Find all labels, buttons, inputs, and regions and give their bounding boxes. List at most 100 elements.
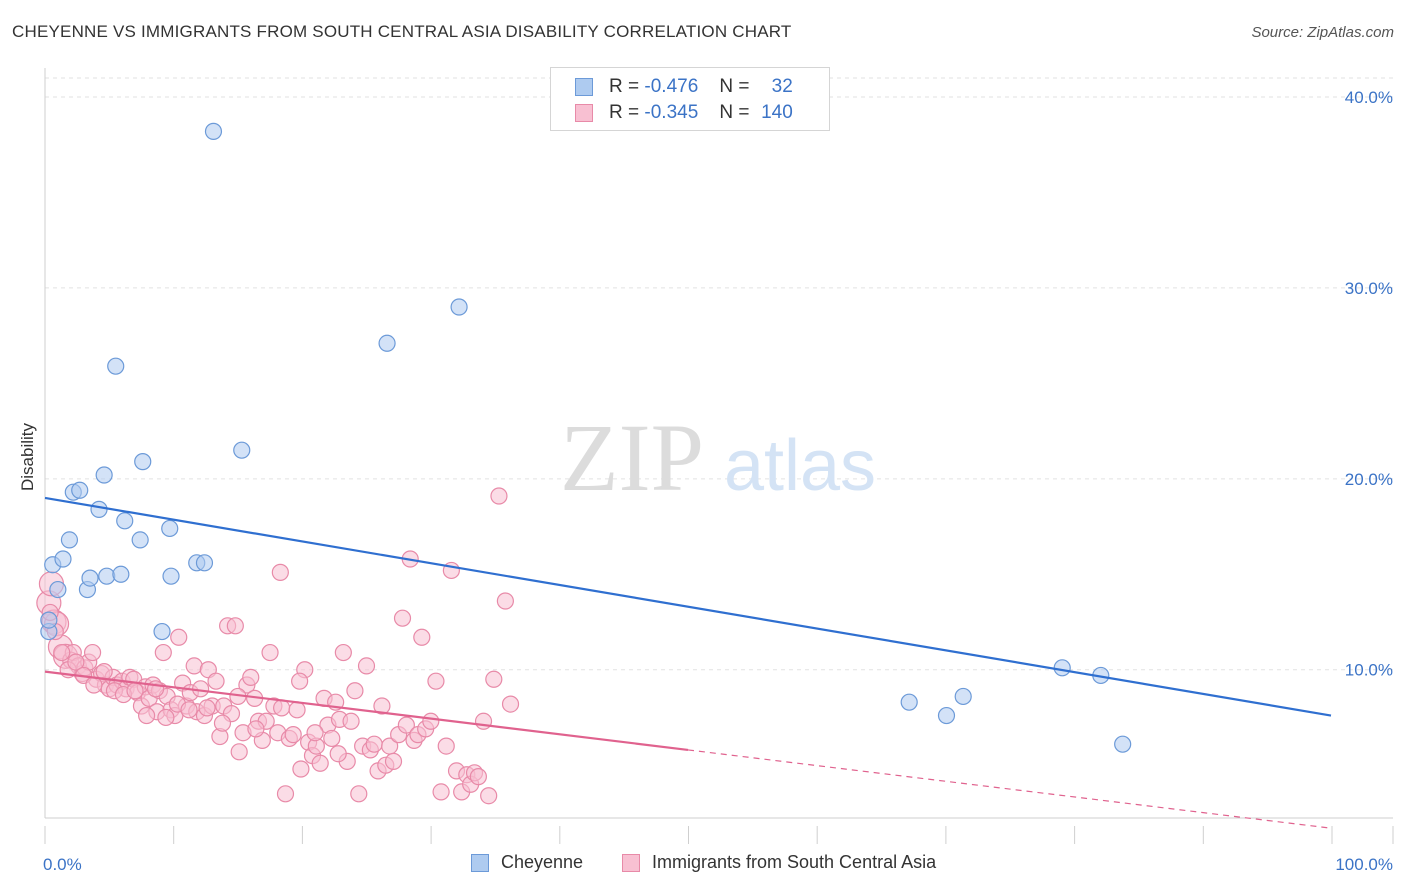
- cheyenne-point: [95, 466, 113, 484]
- bottom-legend-swatch-cheyenne: [471, 854, 489, 872]
- x-tick-label: 100.0%: [1335, 855, 1393, 874]
- immigrants-point: [485, 670, 503, 688]
- cheyenne-point: [71, 481, 89, 499]
- immigrants-point: [413, 628, 431, 646]
- cheyenne-point: [54, 550, 72, 568]
- cheyenne-point: [131, 531, 149, 549]
- cheyenne-point: [107, 357, 125, 375]
- immigrants-point: [137, 706, 156, 725]
- bottom-legend-label-immigrants: Immigrants from South Central Asia: [652, 852, 937, 872]
- immigrants-point: [288, 701, 306, 719]
- immigrants-point: [213, 714, 232, 732]
- immigrants-point: [83, 643, 102, 662]
- y-tick-label: 20.0%: [1345, 470, 1393, 489]
- immigrants-point: [393, 609, 412, 627]
- y-tick-label: 40.0%: [1345, 88, 1393, 107]
- immigrants-point: [242, 668, 260, 686]
- immigrants-point: [247, 720, 265, 738]
- immigrants-point: [427, 672, 445, 690]
- immigrants-point: [271, 563, 289, 581]
- watermark-zip: ZIP: [560, 404, 704, 511]
- legend-r-value: -0.345: [644, 102, 699, 123]
- immigrants-point: [292, 760, 310, 778]
- chart-title: CHEYENNE VS IMMIGRANTS FROM SOUTH CENTRA…: [12, 22, 792, 41]
- cheyenne-point: [1053, 659, 1071, 677]
- cheyenne-point: [162, 567, 180, 585]
- immigrants-point: [306, 724, 324, 742]
- immigrants-point: [397, 716, 415, 734]
- tick-labels: 10.0% 20.0% 30.0% 40.0% 0.0% 100.0%: [43, 88, 1393, 874]
- legend-n-value: 32: [771, 76, 793, 97]
- immigrants-point: [185, 657, 203, 675]
- immigrants-point: [469, 768, 487, 786]
- immigrants-point: [329, 745, 347, 763]
- immigrants-point: [323, 729, 341, 748]
- immigrants-point: [85, 676, 103, 694]
- legend-n-label: N =: [719, 102, 750, 123]
- chart-source: Source: ZipAtlas.com: [1251, 24, 1394, 41]
- cheyenne-point: [1114, 735, 1132, 753]
- cheyenne-point: [134, 453, 152, 471]
- cheyenne-point: [195, 554, 214, 572]
- immigrants-point: [480, 787, 498, 805]
- cheyenne-point: [233, 441, 251, 459]
- cheyenne-point: [937, 706, 956, 725]
- legend-swatch-cheyenne: [575, 78, 593, 96]
- bottom-legend-swatch-immigrants: [622, 854, 640, 872]
- immigrants-point: [284, 726, 302, 744]
- cheyenne-point: [450, 298, 468, 316]
- immigrants-point: [311, 754, 329, 772]
- cheyenne-point: [81, 569, 99, 587]
- cheyenne-trend-line: [44, 496, 1332, 717]
- bottom-legend: Cheyenne Immigrants from South Central A…: [0, 852, 1406, 878]
- legend-n-label: N =: [719, 76, 750, 97]
- immigrants-point: [53, 643, 71, 662]
- immigrants-point: [437, 737, 455, 755]
- cheyenne-point: [900, 693, 918, 711]
- legend-n-value: 140: [761, 102, 793, 123]
- bottom-legend-label-cheyenne: Cheyenne: [501, 852, 584, 872]
- immigrants-point: [230, 743, 248, 761]
- cheyenne-point: [112, 565, 130, 583]
- immigrants-point: [490, 487, 508, 505]
- immigrants-point: [365, 735, 383, 753]
- cheyenne-point: [204, 122, 223, 140]
- immigrants-point: [276, 785, 295, 803]
- immigrants-point: [432, 783, 450, 801]
- immigrants-point: [154, 643, 172, 662]
- cheyenne-point: [153, 622, 171, 641]
- immigrants-point: [496, 592, 514, 610]
- trend-lines: [44, 496, 1332, 829]
- gridlines: [45, 77, 1393, 671]
- legend: R = -0.476 N = 32 R = -0.345 N = 140: [550, 67, 830, 131]
- legend-r-label: R =: [609, 102, 640, 123]
- cheyenne-point: [116, 512, 134, 530]
- immigrants-point: [501, 695, 520, 713]
- cheyenne-point: [378, 334, 396, 352]
- immigrants-point: [273, 699, 291, 717]
- y-tick-label: 30.0%: [1345, 279, 1393, 298]
- y-axis-label: Disability: [18, 422, 37, 491]
- legend-r-value: -0.476: [644, 76, 699, 97]
- cheyenne-point: [40, 611, 58, 629]
- immigrants-point: [291, 672, 309, 690]
- immigrants-point: [346, 682, 364, 700]
- immigrants-point: [198, 699, 216, 717]
- immigrants-trend-extension: [687, 749, 1332, 829]
- axes: [44, 68, 1394, 844]
- immigrants-point: [207, 672, 225, 690]
- legend-r-label: R =: [609, 76, 640, 97]
- immigrants-point: [342, 712, 360, 730]
- immigrants-point: [357, 657, 376, 675]
- watermark-atlas: atlas: [724, 426, 876, 506]
- immigrants-point: [334, 643, 352, 662]
- x-tick-label: 0.0%: [43, 855, 82, 874]
- cheyenne-point: [98, 567, 116, 585]
- immigrants-point: [474, 712, 493, 730]
- immigrants-point: [422, 712, 440, 730]
- immigrants-point: [170, 628, 188, 646]
- immigrants-point: [373, 697, 391, 715]
- y-tick-label: 10.0%: [1345, 661, 1393, 680]
- data-points: [36, 122, 1132, 805]
